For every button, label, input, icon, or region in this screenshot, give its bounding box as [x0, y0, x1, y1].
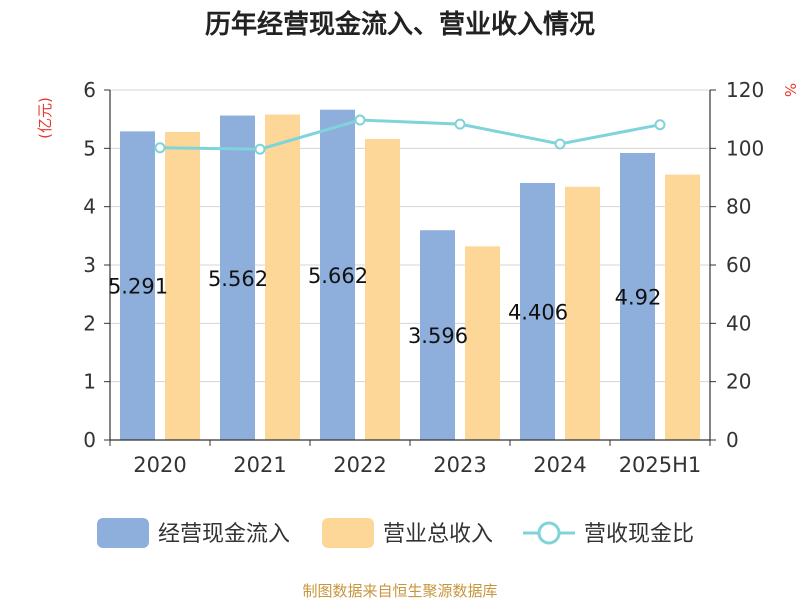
data-label-cash-inflow: 4.406 [508, 300, 568, 324]
x-tick-label: 2025H1 [619, 453, 702, 477]
x-tick-label: 2024 [533, 453, 586, 477]
x-tick-label: 2021 [233, 453, 286, 477]
x-tick-label: 2023 [433, 453, 486, 477]
y-left-tick-label: 5 [83, 136, 96, 160]
y-right-tick-label: 100 [726, 136, 764, 160]
y-right-tick-label: 0 [726, 428, 739, 452]
source-note: 制图数据来自恒生聚源数据库 [302, 582, 497, 600]
data-label-cash-inflow: 5.662 [308, 264, 368, 288]
x-tick-label: 2020 [133, 453, 186, 477]
legend-marker-ratio[interactable] [537, 521, 561, 545]
chart-title: 历年经营现金流入、营业收入情况 [205, 9, 595, 40]
legend-swatch-revenue[interactable] [322, 518, 374, 548]
y-left-tick-label: 1 [83, 370, 96, 394]
bar-marks [120, 109, 700, 441]
bar-revenue [265, 114, 300, 440]
x-tick-label: 2022 [333, 453, 386, 477]
legend: 经营现金流入 营业总收入 营收现金比 [97, 518, 694, 548]
legend-label-revenue[interactable]: 营业总收入 [383, 522, 493, 547]
ratio-point [154, 142, 166, 154]
ratio-point [554, 138, 566, 150]
legend-swatch-cash-inflow[interactable] [97, 518, 149, 548]
data-label-cash-inflow: 5.562 [208, 267, 268, 291]
y-left-unit-label: (亿元) [36, 97, 54, 139]
y-right-tick-label: 80 [726, 195, 751, 219]
bar-revenue [165, 132, 200, 440]
data-label-cash-inflow: 3.596 [408, 324, 468, 348]
data-labels: 5.291 5.562 5.662 3.596 4.406 4.92 [108, 264, 661, 348]
y-left-tick-label: 4 [83, 195, 96, 219]
ratio-point [254, 143, 266, 155]
data-label-cash-inflow: 4.92 [615, 286, 662, 310]
bar-cash-inflow [620, 153, 655, 440]
y-left-tick-label: 3 [83, 253, 96, 277]
data-label-cash-inflow: 5.291 [108, 275, 168, 299]
bar-cash-inflow [220, 115, 255, 441]
bar-cash-inflow [320, 109, 355, 440]
ratio-point [354, 114, 366, 126]
bar-revenue [665, 174, 700, 441]
axes [104, 89, 716, 446]
ratio-point [654, 119, 666, 131]
legend-label-cash-inflow[interactable]: 经营现金流入 [158, 522, 290, 547]
legend-label-ratio[interactable]: 营收现金比 [584, 522, 694, 547]
ratio-point [454, 118, 466, 130]
bar-revenue [365, 139, 400, 440]
bar-cash-inflow [520, 182, 555, 440]
ratio-line [154, 114, 666, 155]
y-left-tick-label: 6 [83, 78, 96, 102]
bar-revenue [465, 246, 500, 440]
ratio-line-path [159, 118, 661, 151]
y-right-tick-label: 40 [726, 311, 751, 335]
y-right-tick-label: 120 [726, 78, 764, 102]
bar-cash-inflow [120, 131, 155, 440]
bar-cash-inflow [420, 230, 455, 440]
y-right-unit-label: % [781, 83, 799, 97]
y-left-tick-label: 2 [83, 311, 96, 335]
y-right-tick-label: 60 [726, 253, 751, 277]
bar-revenue [565, 186, 600, 440]
y-right-tick-label: 20 [726, 370, 751, 394]
y-left-tick-label: 0 [83, 428, 96, 452]
